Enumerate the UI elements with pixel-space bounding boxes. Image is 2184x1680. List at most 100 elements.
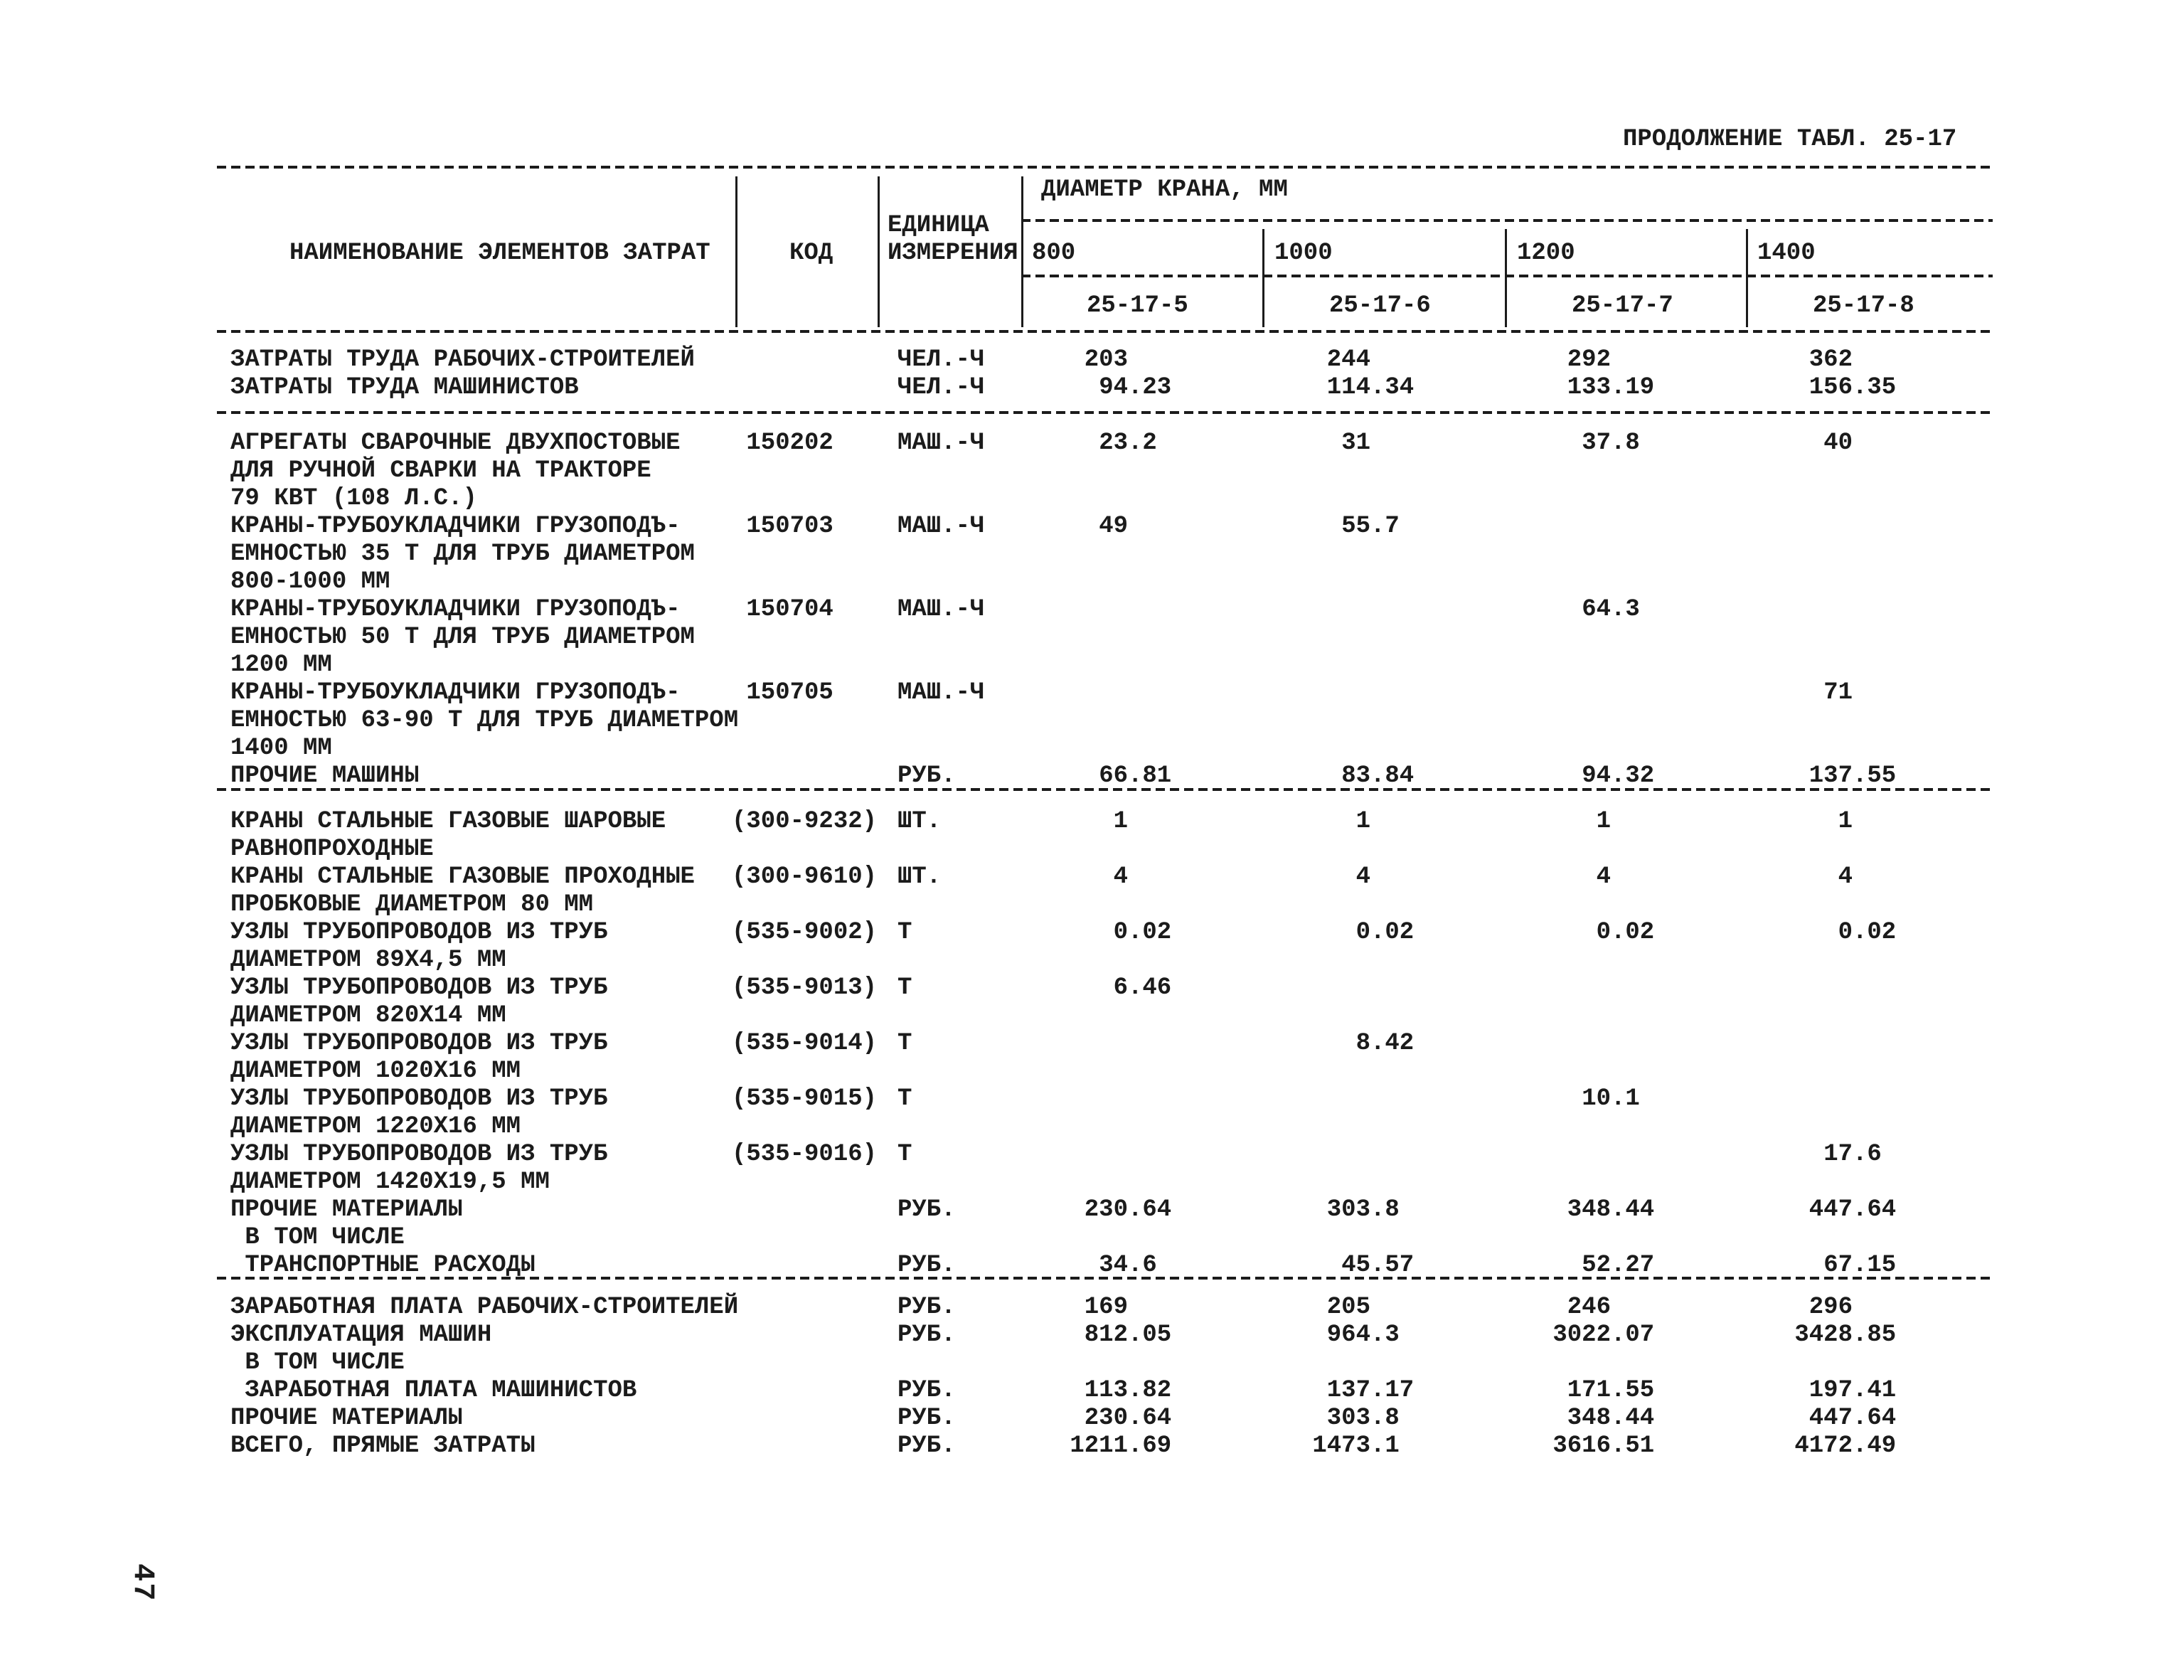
header-norm-code-2: 25-17-6 — [1329, 292, 1431, 319]
row-value-1400: 197.41 — [1809, 1377, 1897, 1404]
header-name-column: НАИМЕНОВАНИЕ ЭЛЕМЕНТОВ ЗАТРАТ — [289, 240, 710, 267]
row-value-1400: 0.02 — [1838, 919, 1897, 946]
row-value-1400: 67.15 — [1823, 1252, 1897, 1279]
table-row: УЗЛЫ ТРУБОПРОВОДОВ ИЗ ТРУБ ДИАМЕТРОМ 1420… — [0, 1141, 2184, 1196]
row-value-800: 49 — [1099, 513, 1128, 540]
row-value-1200: 246 — [1567, 1294, 1611, 1321]
row-value-1200: 4 — [1596, 863, 1611, 890]
table-row: УЗЛЫ ТРУБОПРОВОДОВ ИЗ ТРУБ ДИАМЕТРОМ 1220… — [0, 1085, 2184, 1141]
row-unit: Т — [897, 1141, 912, 1168]
row-value-1400: 4172.49 — [1794, 1432, 1897, 1460]
row-value-1400: 40 — [1823, 430, 1853, 457]
row-value-1200: 292 — [1567, 346, 1611, 373]
row-code: (300-9610) — [732, 863, 878, 890]
column-divider — [1021, 176, 1023, 327]
row-code: (535-9015) — [732, 1085, 878, 1112]
table-row: КРАНЫ-ТРУБОУКЛАДЧИКИ ГРУЗОПОДЪ- ЕМНОСТЬЮ … — [0, 596, 2184, 679]
row-name: В ТОМ ЧИСЛЕ — [230, 1224, 405, 1251]
row-unit: Т — [897, 1085, 912, 1112]
row-value-800: 203 — [1084, 346, 1128, 373]
row-name: ПРОЧИЕ МАШИНЫ — [230, 762, 420, 790]
header-diameter-title: ДИАМЕТР КРАНА, ММ — [1041, 176, 1288, 203]
row-unit: МАШ.-Ч — [897, 513, 985, 540]
row-value-1000: 55.7 — [1341, 513, 1400, 540]
row-unit: Т — [897, 919, 912, 946]
column-divider — [1505, 229, 1507, 327]
table-row: ЗАТРАТЫ ТРУДА МАШИНИСТОВ ЧЕЛ.-Ч 94.23 114.3… — [0, 374, 2184, 402]
row-unit: МАШ.-Ч — [897, 596, 985, 623]
row-value-1000: 31 — [1341, 430, 1370, 457]
table-row: ЭКСПЛУАТАЦИЯ МАШИН РУБ. 812.05 964.3 3022.07… — [0, 1322, 2184, 1349]
row-name: ЗАРАБОТНАЯ ПЛАТА РАБОЧИХ-СТРОИТЕЛЕЙ — [230, 1294, 739, 1321]
row-name: УЗЛЫ ТРУБОПРОВОДОВ ИЗ ТРУБ ДИАМЕТРОМ 89Х4… — [230, 919, 608, 974]
row-code: (535-9016) — [732, 1141, 878, 1168]
row-code: (535-9002) — [732, 919, 878, 946]
row-code: (535-9014) — [732, 1030, 878, 1057]
row-name: УЗЛЫ ТРУБОПРОВОДОВ ИЗ ТРУБ ДИАМЕТРОМ 1220… — [230, 1085, 608, 1140]
row-unit: РУБ. — [897, 1294, 956, 1321]
column-divider — [878, 176, 880, 327]
rule-under-diameter — [1021, 219, 1993, 222]
row-value-1200: 348.44 — [1567, 1405, 1655, 1432]
table-row: КРАНЫ СТАЛЬНЫЕ ГАЗОВЫЕ ПРОХОДНЫЕ ПРОБКОВЫ… — [0, 863, 2184, 919]
row-value-800: 1211.69 — [1070, 1432, 1172, 1460]
row-name: В ТОМ ЧИСЛЕ — [230, 1349, 405, 1376]
row-value-800: 6.46 — [1113, 974, 1172, 1001]
table-row: УЗЛЫ ТРУБОПРОВОДОВ ИЗ ТРУБ ДИАМЕТРОМ 1020… — [0, 1030, 2184, 1085]
row-name: АГРЕГАТЫ СВАРОЧНЫЕ ДВУХПОСТОВЫЕ ДЛЯ РУЧНО… — [230, 430, 681, 512]
table-row: КРАНЫ-ТРУБОУКЛАДЧИКИ ГРУЗОПОДЪ- ЕМНОСТЬЮ … — [0, 679, 2184, 762]
table-row: В ТОМ ЧИСЛЕ — [0, 1224, 2184, 1252]
header-diameter-1400: 1400 — [1757, 240, 1816, 267]
row-unit: РУБ. — [897, 1252, 956, 1279]
row-code: 150703 — [732, 513, 833, 540]
row-value-1200: 1 — [1596, 808, 1611, 835]
row-value-1000: 137.17 — [1326, 1377, 1415, 1404]
row-unit: МАШ.-Ч — [897, 679, 985, 706]
row-value-1200: 52.27 — [1582, 1252, 1655, 1279]
table-row: ПРОЧИЕ МАТЕРИАЛЫ РУБ. 230.64 303.8 348.44 447… — [0, 1405, 2184, 1432]
row-unit: Т — [897, 1030, 912, 1057]
row-unit: РУБ. — [897, 1377, 956, 1404]
row-unit: РУБ. — [897, 762, 956, 790]
table-row: ЗАРАБОТНАЯ ПЛАТА РАБОЧИХ-СТРОИТЕЛЕЙ РУБ. 1… — [0, 1294, 2184, 1322]
row-name: КРАНЫ-ТРУБОУКЛАДЧИКИ ГРУЗОПОДЪ- ЕМНОСТЬЮ … — [230, 679, 739, 762]
rule-section-3 — [217, 1277, 1993, 1280]
row-value-800: 34.6 — [1099, 1252, 1157, 1279]
table-row: ВСЕГО, ПРЯМЫЕ ЗАТРАТЫ РУБ. 1211.69 1473.1 36… — [0, 1432, 2184, 1460]
row-name: ПРОЧИЕ МАТЕРИАЛЫ — [230, 1196, 463, 1223]
header-norm-code-4: 25-17-8 — [1813, 292, 1914, 319]
row-value-1400: 362 — [1809, 346, 1853, 373]
row-value-800: 230.64 — [1084, 1405, 1172, 1432]
row-name: ЗАРАБОТНАЯ ПЛАТА МАШИНИСТОВ — [230, 1377, 637, 1404]
row-name: ВСЕГО, ПРЯМЫЕ ЗАТРАТЫ — [230, 1432, 536, 1460]
section-materials: КРАНЫ СТАЛЬНЫЕ ГАЗОВЫЕ ШАРОВЫЕ РАВНОПРОХО… — [0, 808, 2184, 1280]
row-value-800: 1 — [1113, 808, 1128, 835]
row-value-1000: 83.84 — [1341, 762, 1415, 790]
row-value-1000: 244 — [1326, 346, 1370, 373]
column-divider — [735, 176, 737, 327]
page-number: 47 — [125, 1563, 160, 1602]
rule-top — [217, 166, 1993, 169]
row-value-800: 230.64 — [1084, 1196, 1172, 1223]
row-unit: РУБ. — [897, 1322, 956, 1349]
row-unit: Т — [897, 974, 912, 1001]
row-value-1000: 8.42 — [1355, 1030, 1415, 1057]
row-value-1400: 447.64 — [1809, 1405, 1897, 1432]
row-code: (535-9013) — [732, 974, 878, 1001]
table-row: КРАНЫ СТАЛЬНЫЕ ГАЗОВЫЕ ШАРОВЫЕ РАВНОПРОХО… — [0, 808, 2184, 863]
row-name: КРАНЫ СТАЛЬНЫЕ ГАЗОВЫЕ ПРОХОДНЫЕ ПРОБКОВЫ… — [230, 863, 695, 918]
rule-section-2 — [217, 788, 1993, 791]
rule-under-diameter-values — [1021, 275, 1993, 277]
table-row: ПРОЧИЕ МАШИНЫ РУБ. 66.81 83.84 94.32 137.55 — [0, 762, 2184, 790]
row-value-1200: 64.3 — [1582, 596, 1640, 623]
row-name: КРАНЫ-ТРУБОУКЛАДЧИКИ ГРУЗОПОДЪ- ЕМНОСТЬЮ … — [230, 596, 695, 679]
row-unit: МАШ.-Ч — [897, 430, 985, 457]
row-value-800: 0.02 — [1113, 919, 1172, 946]
row-value-1400: 17.6 — [1823, 1141, 1882, 1168]
row-value-800: 94.23 — [1099, 374, 1172, 401]
row-unit: РУБ. — [897, 1405, 956, 1432]
row-name: ЭКСПЛУАТАЦИЯ МАШИН — [230, 1322, 492, 1349]
header-unit-column-line2: ИЗМЕРЕНИЯ — [888, 240, 1018, 267]
row-value-1200: 37.8 — [1582, 430, 1640, 457]
